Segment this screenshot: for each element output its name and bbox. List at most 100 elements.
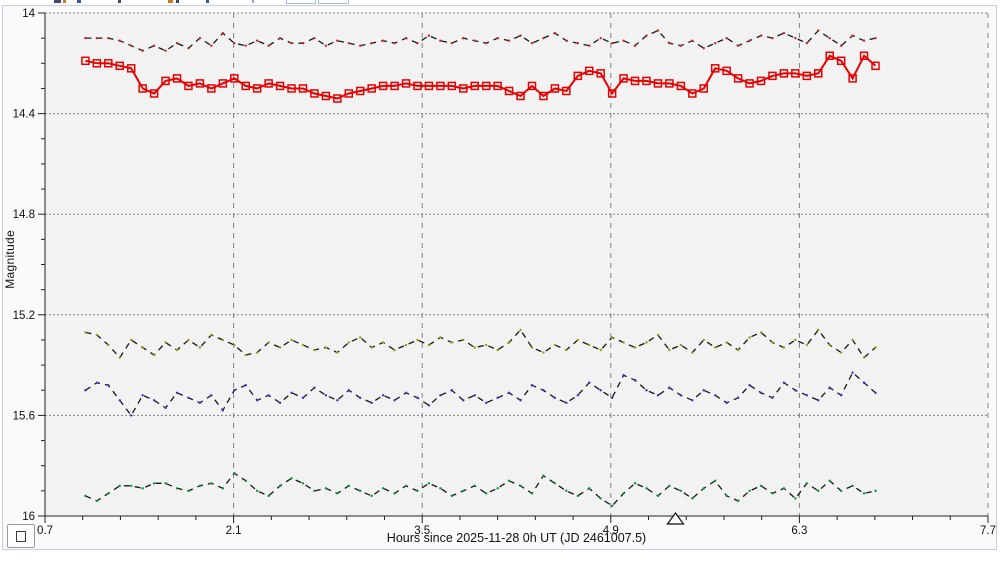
x-tick-label: 4.9 xyxy=(603,525,619,537)
series-comp-4-point xyxy=(198,484,202,488)
series-comp-4-point xyxy=(828,479,831,482)
series-comp-3-point xyxy=(759,391,763,394)
series-comp-2-point xyxy=(370,346,373,349)
series-comp-4-point xyxy=(542,474,545,477)
series-comp-2-point xyxy=(290,338,293,342)
series-comp-1-point xyxy=(107,36,110,40)
series-comp-3-point xyxy=(290,391,293,394)
series-comp-2-point xyxy=(645,341,648,344)
series-comp-4-line xyxy=(85,472,876,507)
series-comp-1-point xyxy=(496,36,499,40)
series-target-marker xyxy=(756,76,766,86)
series-comp-3-point xyxy=(507,391,511,394)
series-comp-1-point xyxy=(679,44,683,47)
series-comp-3-point xyxy=(656,394,660,397)
series-comp-4-point xyxy=(393,492,396,495)
series-comp-2-point xyxy=(359,336,362,339)
series-comp-2-point xyxy=(519,328,522,332)
series-comp-2-point xyxy=(404,343,408,347)
series-comp-2-point xyxy=(599,348,602,352)
series-comp-1-point xyxy=(691,39,694,42)
series-comp-4-point xyxy=(473,484,476,488)
series-comp-2-point xyxy=(313,348,316,352)
series-comp-1-point xyxy=(313,36,316,40)
series-comp-2-point xyxy=(473,346,476,349)
series-comp-4-point xyxy=(679,489,683,493)
series-target-marker xyxy=(81,56,90,66)
series-target-marker xyxy=(287,84,296,93)
series-target-marker xyxy=(665,79,674,88)
zoom-reset-button[interactable] xyxy=(7,524,35,548)
series-comp-3-point xyxy=(221,409,225,412)
series-comp-2-point xyxy=(416,338,419,342)
series-comp-4-point xyxy=(381,487,385,490)
series-comp-3-point xyxy=(278,401,282,405)
series-comp-4-point xyxy=(530,492,534,495)
series-comp-2-point xyxy=(175,348,179,352)
series-comp-2-point xyxy=(530,346,534,349)
series-comp-3-point xyxy=(301,396,305,399)
series-comp-1-point xyxy=(164,49,167,52)
series-comp-4-point xyxy=(324,487,328,490)
series-comp-2-point xyxy=(828,343,831,347)
series-comp-3-point xyxy=(210,394,213,397)
series-comp-4-point xyxy=(484,492,488,495)
series-comp-2-point xyxy=(141,346,144,349)
series-comp-3-point xyxy=(267,394,270,397)
series-target-marker xyxy=(149,89,159,98)
series-comp-1-point xyxy=(725,36,728,40)
series-comp-3-point xyxy=(862,381,866,384)
series-comp-1-point xyxy=(324,44,328,47)
series-comp-1-point xyxy=(370,41,373,45)
series-comp-3-point xyxy=(130,414,133,417)
series-comp-4-point xyxy=(221,487,225,490)
series-comp-2-point xyxy=(95,333,99,337)
series-comp-1-point xyxy=(736,44,740,47)
series-comp-3-point xyxy=(633,378,637,382)
series-target-marker xyxy=(161,76,170,86)
series-comp-2-point xyxy=(862,356,866,359)
plot-area[interactable] xyxy=(45,13,988,516)
clipped-text-fragment xyxy=(77,0,81,3)
series-comp-2-point xyxy=(851,338,854,342)
series-comp-4-point xyxy=(404,484,408,488)
series-target-marker xyxy=(745,79,754,88)
series-comp-4-point xyxy=(290,477,293,480)
series-comp-3-point xyxy=(610,396,614,399)
series-comp-4-point xyxy=(267,494,270,498)
series-comp-3-point xyxy=(381,394,385,397)
series-target-marker xyxy=(619,74,628,83)
series-comp-1-point xyxy=(794,36,797,40)
series-comp-4-point xyxy=(817,489,820,493)
series-comp-3-point xyxy=(576,394,579,397)
series-comp-3-point xyxy=(107,384,110,387)
series-comp-2-point xyxy=(507,341,511,344)
series-target-marker xyxy=(836,56,846,66)
series-comp-4-point xyxy=(187,489,190,493)
series-target-marker xyxy=(333,94,342,103)
series-comp-4-point xyxy=(278,484,282,488)
series-comp-3-point xyxy=(817,399,820,402)
y-axis-title: Magnitude xyxy=(3,230,17,289)
series-target-marker xyxy=(825,51,834,61)
series-target-marker xyxy=(653,79,663,88)
series-comp-2-point xyxy=(691,351,694,354)
series-comp-4-point xyxy=(759,484,763,488)
series-comp-4-point xyxy=(107,492,110,495)
series-comp-1-point xyxy=(645,34,648,37)
series-comp-3-point xyxy=(496,396,499,399)
series-comp-2-point xyxy=(771,341,774,344)
clipped-toolbar-box xyxy=(318,0,349,4)
series-target-marker xyxy=(688,89,697,98)
series-comp-1-point xyxy=(484,41,488,45)
series-comp-3-point xyxy=(370,401,373,405)
series-comp-1-point xyxy=(255,39,259,42)
series-target-marker xyxy=(126,64,136,73)
series-comp-1-point xyxy=(668,41,671,45)
series-comp-2-point xyxy=(702,338,705,342)
series-target-marker xyxy=(298,84,308,93)
series-comp-1-point xyxy=(141,49,144,52)
series-target-marker xyxy=(596,69,605,78)
x-tick-label: 6.3 xyxy=(791,525,807,537)
series-comp-3-point xyxy=(748,384,751,387)
